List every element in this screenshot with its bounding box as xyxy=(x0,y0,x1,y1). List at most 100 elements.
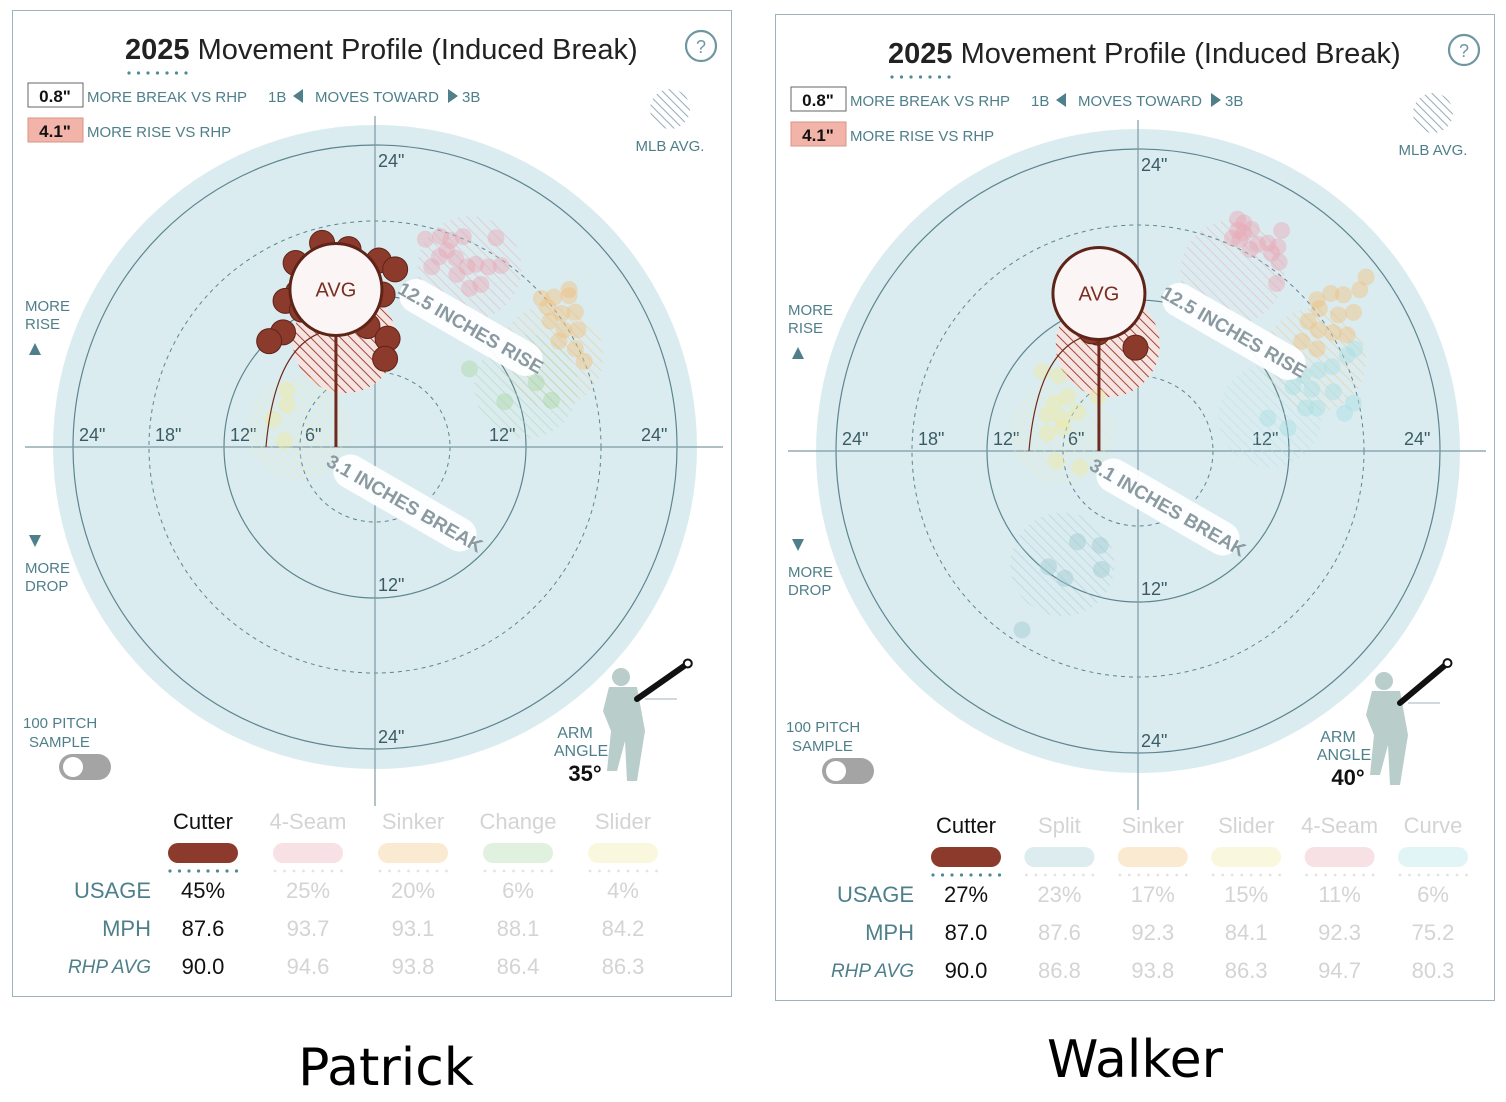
pitch-point-sinker xyxy=(566,340,584,358)
help-icon-glyph: ? xyxy=(1459,41,1469,61)
pitch-tab-sinker[interactable]: Sinker xyxy=(382,809,444,834)
legend-rise-value: 4.1" xyxy=(802,126,834,145)
pitch-point-curve xyxy=(1279,419,1297,437)
x-tick-left-1: 18" xyxy=(918,429,944,449)
swatch-dot xyxy=(1221,873,1225,877)
pitch-tab-4-seam[interactable]: 4-Seam xyxy=(269,809,346,834)
pitch-swatch-slider[interactable] xyxy=(588,843,658,863)
x-tick-right-24: 24" xyxy=(1404,429,1430,449)
pitch-point-4-seam xyxy=(454,228,472,246)
pitch-point-cutter xyxy=(1122,334,1149,361)
sample-toggle-knob[interactable] xyxy=(63,757,83,777)
y-tick-bottom-12: 12" xyxy=(1141,579,1167,599)
pitch-point-slider xyxy=(1050,366,1068,384)
legend-break-value: 0.8" xyxy=(802,91,834,110)
pitch-swatch-cutter[interactable] xyxy=(168,843,238,863)
swatch-dot xyxy=(302,869,305,873)
row-label-rhp-avg: RHP AVG xyxy=(831,961,914,982)
pitch-tab-slider[interactable]: Slider xyxy=(1218,813,1274,838)
pitch-point-4-seam xyxy=(438,241,456,259)
pitch-point-sinker xyxy=(1299,312,1317,330)
swatch-dot xyxy=(1137,873,1141,877)
pitch-point-4-seam xyxy=(1270,253,1288,271)
pitch-point-sinker xyxy=(1309,321,1327,339)
pitch-swatch-sinker[interactable] xyxy=(1117,847,1188,867)
pitch-point-sinker xyxy=(1334,286,1352,304)
rhp-avg-value-sinker: 93.8 xyxy=(1131,958,1174,983)
swatch-dot xyxy=(645,869,649,873)
title-dot xyxy=(136,71,141,75)
help-icon[interactable] xyxy=(684,29,718,63)
swatch-dot xyxy=(531,869,534,873)
movement-chart-svg: 2025 Movement Profile (Induced Break) ? 0.… xyxy=(23,29,723,979)
pitch-point-sinker xyxy=(1357,268,1375,286)
pitch-swatch-curve[interactable] xyxy=(1398,847,1468,867)
pitcher-figure-icon xyxy=(1366,672,1408,785)
pitch-point-curve xyxy=(1338,346,1356,364)
pitch-tab-curve[interactable]: Curve xyxy=(1404,813,1463,838)
title-dot xyxy=(937,75,942,79)
sample-toggle-knob[interactable] xyxy=(826,761,846,781)
swatch-dot xyxy=(1436,873,1440,877)
pitch-point-4-seam xyxy=(432,228,450,246)
pitch-swatch-split[interactable] xyxy=(1024,847,1095,867)
x-tick-left-0: 24" xyxy=(842,429,868,449)
pitch-tab-split[interactable]: Split xyxy=(1038,813,1081,838)
pitch-point-4-seam xyxy=(461,279,478,297)
swatch-dot xyxy=(1118,873,1122,877)
more-rise-label-1: MORE xyxy=(25,298,70,315)
row-label-usage: USAGE xyxy=(837,882,914,907)
help-icon[interactable] xyxy=(1447,33,1481,67)
pitch-swatch-4-seam[interactable] xyxy=(1304,847,1375,867)
y-tick-bottom-24: 24" xyxy=(1141,731,1167,751)
pitch-tab-slider[interactable]: Slider xyxy=(595,809,651,834)
arm-angle-label-1: ARM xyxy=(557,725,593,742)
mlb-avg-legend-icon xyxy=(1413,93,1453,133)
arrow-right-icon xyxy=(1211,93,1221,107)
pitch-point-change xyxy=(496,393,514,411)
swatch-dot xyxy=(215,869,220,873)
pitch-point-slider xyxy=(1046,394,1064,412)
swatch-dot xyxy=(607,869,611,873)
arm-angle-label-2: ANGLE xyxy=(554,743,608,760)
swatch-dot xyxy=(1446,873,1449,877)
pitch-point-4-seam xyxy=(1235,224,1253,242)
pitcher-body xyxy=(1366,691,1408,785)
pitch-tab-cutter[interactable]: Cutter xyxy=(936,813,996,838)
pitcher-body xyxy=(603,687,645,781)
pitch-point-4-seam xyxy=(1249,235,1267,253)
pitch-tab-cutter[interactable]: Cutter xyxy=(173,809,233,834)
pitch-swatch-change[interactable] xyxy=(483,843,553,863)
pitch-swatch-cutter[interactable] xyxy=(931,847,1001,867)
pitch-tab-change[interactable]: Change xyxy=(479,809,556,834)
swatch-dot xyxy=(493,869,496,873)
swatch-dot xyxy=(416,869,420,873)
title-dot xyxy=(174,71,179,75)
pitch-swatch-4-seam[interactable] xyxy=(273,843,343,863)
title-dot xyxy=(909,75,913,79)
swatch-dot xyxy=(445,869,448,873)
break-annotation-bg xyxy=(333,454,477,552)
pitch-tab-sinker[interactable]: Sinker xyxy=(1122,813,1184,838)
mph-value-cutter: 87.0 xyxy=(945,920,988,945)
pitch-tab-4-seam[interactable]: 4-Seam xyxy=(1301,813,1378,838)
swatch-dot xyxy=(292,869,296,873)
arm-angle-line xyxy=(634,660,691,702)
swatch-dot xyxy=(1063,873,1066,877)
pitch-swatch-sinker[interactable] xyxy=(378,843,448,863)
pitch-point-sinker xyxy=(1308,340,1326,358)
pitch-point-split xyxy=(1013,621,1031,639)
mlb-avg-legend-icon xyxy=(650,89,690,129)
arm-angle-line xyxy=(1397,660,1451,706)
pitch-point-slider xyxy=(1047,452,1065,470)
swatch-dot xyxy=(521,869,525,873)
movement-profile-card-patrick: 2025 Movement Profile (Induced Break)? 0.… xyxy=(12,10,732,997)
pitch-point-sinker xyxy=(555,321,573,339)
pitch-swatch-slider[interactable] xyxy=(1211,847,1282,867)
mph-value-4-seam: 93.7 xyxy=(287,916,330,941)
pitch-point-slider xyxy=(1069,403,1087,421)
arm-angle-label-2: ANGLE xyxy=(1317,747,1371,764)
swatch-dot xyxy=(550,869,553,873)
legend-rise-value: 4.1" xyxy=(39,122,71,141)
swatch-dot xyxy=(1259,873,1263,877)
